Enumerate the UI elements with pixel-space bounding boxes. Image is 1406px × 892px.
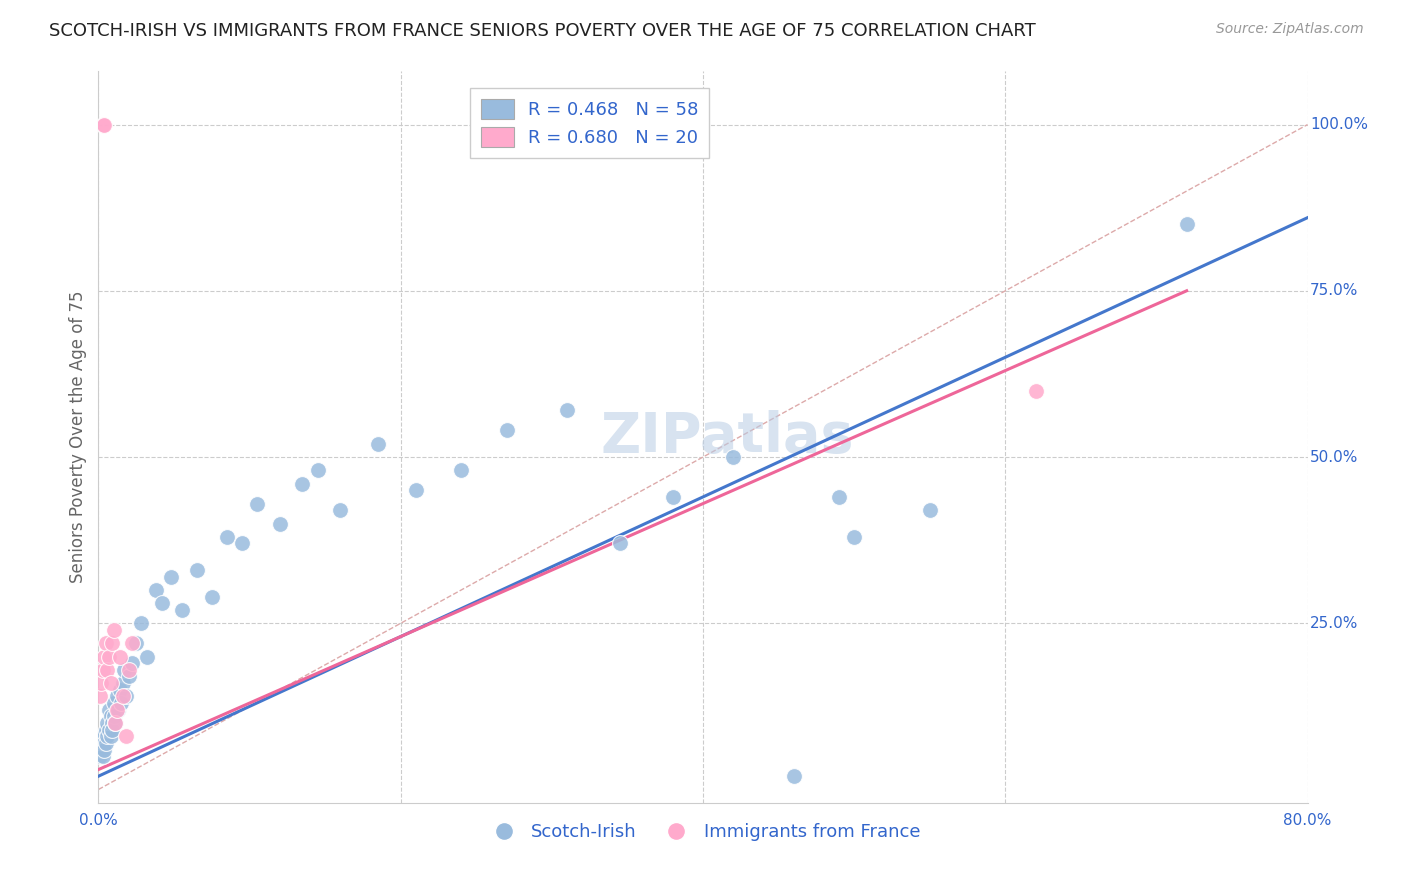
Point <box>114 729 136 743</box>
Point <box>100 729 122 743</box>
Point <box>367 436 389 450</box>
Point <box>98 649 121 664</box>
Point <box>329 503 352 517</box>
Point <box>93 649 115 664</box>
Point <box>291 476 314 491</box>
Point <box>112 663 135 677</box>
Point <box>90 742 112 756</box>
Point <box>145 582 167 597</box>
Point <box>93 742 115 756</box>
Point <box>118 663 141 677</box>
Point <box>125 636 148 650</box>
Point <box>90 736 112 750</box>
Point <box>94 636 117 650</box>
Point <box>96 663 118 677</box>
Point <box>93 118 115 132</box>
Point <box>215 530 238 544</box>
Point <box>94 736 117 750</box>
Point <box>105 703 128 717</box>
Text: 50.0%: 50.0% <box>1310 450 1358 465</box>
Point <box>110 696 132 710</box>
Point <box>246 497 269 511</box>
Point <box>111 690 134 704</box>
Point <box>609 536 631 550</box>
Point <box>98 723 121 737</box>
Point <box>91 749 114 764</box>
Point <box>91 729 114 743</box>
Point <box>1024 384 1046 398</box>
Point <box>186 563 208 577</box>
Point <box>107 703 129 717</box>
Point <box>101 723 124 737</box>
Point <box>160 570 183 584</box>
Point <box>103 709 125 723</box>
Point <box>1175 217 1198 231</box>
Point <box>91 663 114 677</box>
Point <box>118 669 141 683</box>
Point <box>661 490 683 504</box>
Text: 75.0%: 75.0% <box>1310 284 1358 298</box>
Point <box>918 503 941 517</box>
Point <box>98 703 121 717</box>
Point <box>231 536 253 550</box>
Point <box>101 716 124 731</box>
Point <box>844 530 866 544</box>
Point <box>96 716 118 731</box>
Point <box>111 676 134 690</box>
Legend: Scotch-Irish, Immigrants from France: Scotch-Irish, Immigrants from France <box>479 816 927 848</box>
Point <box>108 682 131 697</box>
Point <box>723 450 745 464</box>
Point <box>121 656 143 670</box>
Point <box>91 118 114 132</box>
Point <box>170 603 193 617</box>
Text: SCOTCH-IRISH VS IMMIGRANTS FROM FRANCE SENIORS POVERTY OVER THE AGE OF 75 CORREL: SCOTCH-IRISH VS IMMIGRANTS FROM FRANCE S… <box>49 22 1036 40</box>
Point <box>114 690 136 704</box>
Point <box>108 649 131 664</box>
Point <box>121 636 143 650</box>
Point <box>101 636 124 650</box>
Point <box>828 490 851 504</box>
Point <box>103 696 125 710</box>
Point <box>129 616 152 631</box>
Point <box>495 424 517 438</box>
Point <box>450 463 472 477</box>
Point <box>105 690 128 704</box>
Point <box>201 590 224 604</box>
Point <box>307 463 329 477</box>
Point <box>94 723 117 737</box>
Point <box>100 676 122 690</box>
Text: 25.0%: 25.0% <box>1310 615 1358 631</box>
Point <box>783 769 806 783</box>
Point <box>89 749 111 764</box>
Point <box>104 716 127 731</box>
Point <box>100 709 122 723</box>
Text: ZIPatlas: ZIPatlas <box>600 410 853 464</box>
Point <box>405 483 427 498</box>
Point <box>96 729 118 743</box>
Point <box>555 403 578 417</box>
Point <box>103 623 125 637</box>
Text: Source: ZipAtlas.com: Source: ZipAtlas.com <box>1216 22 1364 37</box>
Point <box>90 676 112 690</box>
Text: 100.0%: 100.0% <box>1310 117 1368 132</box>
Point <box>104 716 127 731</box>
Point <box>93 736 115 750</box>
Point <box>269 516 291 531</box>
Point <box>135 649 157 664</box>
Point <box>89 690 111 704</box>
Point <box>150 596 173 610</box>
Y-axis label: Seniors Poverty Over the Age of 75: Seniors Poverty Over the Age of 75 <box>69 291 87 583</box>
